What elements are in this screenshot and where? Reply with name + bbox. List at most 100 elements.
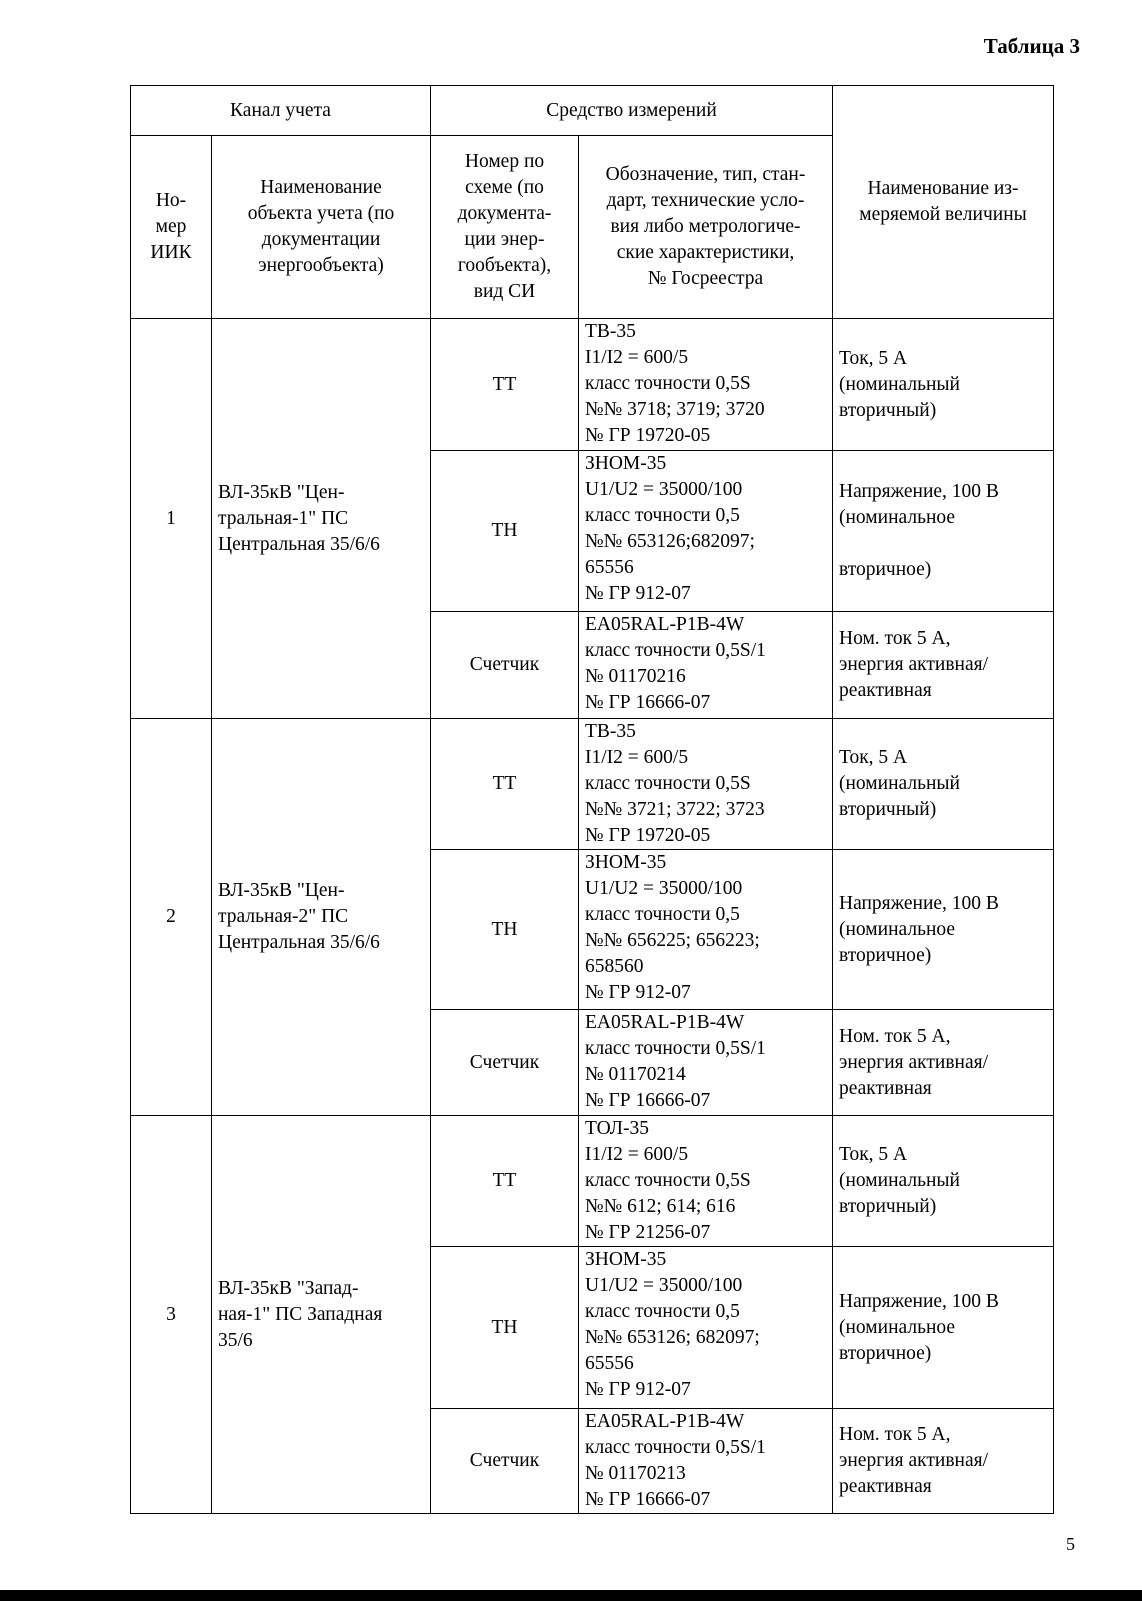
text-line: EA05RAL-P1B-4W bbox=[585, 1012, 745, 1033]
text-line: № ГР 19720-05 bbox=[585, 825, 711, 846]
instrument-spec: EA05RAL-P1B-4W класс точности 0,5S/1 № 011… bbox=[578, 611, 833, 719]
table-row: 2 ВЛ-35кВ "Цен-тральная-2" ПС Центральная … bbox=[130, 718, 1054, 1116]
measured-quantity: Ток, 5 А (номинальный вторичный) bbox=[832, 1115, 1054, 1247]
text-line: №№ 653126;682097; bbox=[585, 531, 755, 552]
measured-quantity: Ток, 5 А (номинальный вторичный) bbox=[832, 318, 1054, 451]
text-line: ВЛ-35кВ "Цен- bbox=[218, 880, 345, 901]
text-line: ЗНОМ-35 bbox=[585, 453, 667, 474]
text-line: энергия активная/ bbox=[839, 654, 989, 675]
text-line: Ном. ток 5 А, bbox=[839, 1025, 951, 1047]
text-line: № ГР 912-07 bbox=[585, 1379, 691, 1400]
text-line: вид СИ bbox=[473, 281, 536, 302]
instrument-spec: ТОЛ-35 I1/I2 = 600/5 класс точности 0,5S №№… bbox=[578, 1115, 833, 1247]
text-line: (номинальное bbox=[839, 1316, 956, 1338]
text-line: ские характеристики, bbox=[616, 242, 795, 263]
text-line: ВЛ-35кВ "Запад- bbox=[218, 1277, 359, 1299]
text-line bbox=[839, 531, 1047, 557]
text-line: меряемой величины bbox=[859, 204, 1027, 225]
text-line: объекта учета (по bbox=[247, 203, 395, 224]
header-quantity-name: Наименование из-меряемой величины bbox=[832, 85, 1054, 319]
text-line: схеме (по bbox=[465, 177, 544, 198]
text-line: Центральная 35/6/6 bbox=[218, 533, 380, 555]
text-line: Центральная 35/6/6 bbox=[218, 932, 380, 953]
text-line: I1/I2 = 600/5 bbox=[585, 747, 689, 768]
text-line: документа- bbox=[457, 203, 552, 224]
instrument-type: Счетчик bbox=[430, 1009, 579, 1116]
text-line: ТВ-35 bbox=[585, 721, 636, 742]
text-line: класс точности 0,5S/1 bbox=[585, 1038, 766, 1059]
measured-quantity: Напряжение, 100 В (номинальное вторичное) bbox=[832, 849, 1054, 1010]
measured-quantity: Ном. ток 5 А, энергия активная/реактивная bbox=[832, 1408, 1054, 1514]
text-line: реактивная bbox=[839, 1476, 932, 1497]
table-row: ТН ЗНОМ-35 U1/U2 = 35000/100 класс точности… bbox=[131, 1246, 1054, 1409]
text-line: № ГР 16666-07 bbox=[585, 1090, 711, 1111]
text-line: 35/6 bbox=[218, 1329, 253, 1351]
text-line: Но- bbox=[155, 190, 187, 211]
text-line: ЗНОМ-35 bbox=[585, 852, 667, 873]
text-line: класс точности 0,5S bbox=[585, 1170, 751, 1191]
instrument-spec: EA05RAL-P1B-4W класс точности 0,5S/1 № 011… bbox=[578, 1408, 833, 1514]
text-line: U1/U2 = 35000/100 bbox=[585, 878, 743, 899]
text-line: I1/I2 = 600/5 bbox=[585, 1144, 689, 1165]
text-line: 658560 bbox=[585, 956, 644, 977]
measured-quantity: Напряжение, 100 В (номинальное вторичное) bbox=[832, 450, 1054, 612]
text-line: энергия активная/ bbox=[839, 1450, 989, 1471]
measured-quantity: Ток, 5 А (номинальный вторичный) bbox=[832, 718, 1054, 850]
text-line: Ток, 5 А bbox=[839, 747, 908, 768]
text-line: мер bbox=[155, 216, 187, 237]
measurement-channels-table: Канал учета Средство измерений Наименова… bbox=[130, 85, 1054, 1514]
text-line: 65556 bbox=[585, 557, 634, 578]
header-instrument-group: Средство измерений bbox=[430, 85, 833, 136]
measured-quantity: Ном. ток 5 А, энергия активная/реактивная bbox=[832, 611, 1054, 719]
text-line: ТОЛ-35 bbox=[585, 1118, 649, 1139]
instrument-spec: ТВ-35 I1/I2 = 600/5 класс точности 0,5S №№ … bbox=[578, 318, 833, 451]
text-line: № 01170214 bbox=[585, 1064, 686, 1085]
text-line: документации bbox=[261, 229, 381, 250]
text-line: №№ 3721; 3722; 3723 bbox=[585, 799, 765, 820]
text-line: ВЛ-35кВ "Цен- bbox=[218, 481, 345, 503]
text-line: Напряжение, 100 В bbox=[839, 481, 999, 502]
text-line: № ГР 16666-07 bbox=[585, 692, 711, 713]
text-line: ТВ-35 bbox=[585, 321, 636, 342]
header-designation: Обозначение, тип, стан-дарт, технические… bbox=[578, 135, 833, 319]
text-line: Напряжение, 100 В bbox=[839, 892, 999, 914]
text-line: Ток, 5 А bbox=[839, 1144, 908, 1165]
text-line: №№ 3718; 3719; 3720 bbox=[585, 399, 765, 420]
text-line: (номинальный bbox=[839, 1170, 960, 1191]
instrument-type: Счетчик bbox=[430, 1408, 579, 1514]
text-line: класс точности 0,5 bbox=[585, 1301, 740, 1322]
text-line: Ток, 5 А bbox=[839, 347, 908, 369]
text-line: вторичный) bbox=[839, 799, 937, 820]
instrument-spec: ТВ-35 I1/I2 = 600/5 класс точности 0,5S №№ … bbox=[578, 718, 833, 850]
text-line: U1/U2 = 35000/100 bbox=[585, 1275, 743, 1296]
text-line: класс точности 0,5S/1 bbox=[585, 640, 766, 661]
text-line: тральная-2" ПС bbox=[218, 906, 349, 927]
header-channel-group: Канал учета bbox=[130, 85, 431, 136]
instrument-spec: ЗНОМ-35 U1/U2 = 35000/100 класс точности 0… bbox=[578, 849, 833, 1010]
instrument-type: ТН bbox=[430, 849, 579, 1010]
text-line: гообъекта), bbox=[457, 255, 552, 276]
text-line: (номинальное bbox=[839, 507, 956, 528]
table-title: Таблица 3 bbox=[983, 34, 1080, 58]
text-line: Наименование bbox=[260, 177, 382, 198]
text-line: № 01170213 bbox=[585, 1463, 686, 1484]
iik-number: 1 bbox=[130, 318, 212, 719]
text-line: класс точности 0,5S bbox=[585, 373, 751, 394]
text-line: энергия активная/ bbox=[839, 1051, 989, 1073]
table-row: Счетчик EA05RAL-P1B-4W класс точности 0,5S… bbox=[131, 1009, 1054, 1116]
text-line: класс точности 0,5 bbox=[585, 904, 740, 925]
instrument-type: ТТ bbox=[430, 718, 579, 850]
text-line: 65556 bbox=[585, 1353, 634, 1374]
text-line: Ном. ток 5 А, bbox=[839, 628, 951, 649]
text-line: №№ 653126; 682097; bbox=[585, 1327, 760, 1348]
text-line: (номинальный bbox=[839, 773, 960, 794]
text-line: Ном. ток 5 А, bbox=[839, 1424, 951, 1445]
scan-edge bbox=[0, 1590, 1142, 1601]
text-line: дарт, технические усло- bbox=[606, 190, 805, 211]
text-line: вторичное) bbox=[839, 1342, 932, 1364]
text-line: № Госреестра bbox=[647, 268, 764, 289]
text-line: № ГР 21256-07 bbox=[585, 1222, 711, 1243]
instrument-type: ТН bbox=[430, 450, 579, 612]
header-scheme-number: Номер по схеме (по документа-ции энер-гооб… bbox=[430, 135, 579, 319]
text-line: ции энер- bbox=[464, 229, 545, 250]
